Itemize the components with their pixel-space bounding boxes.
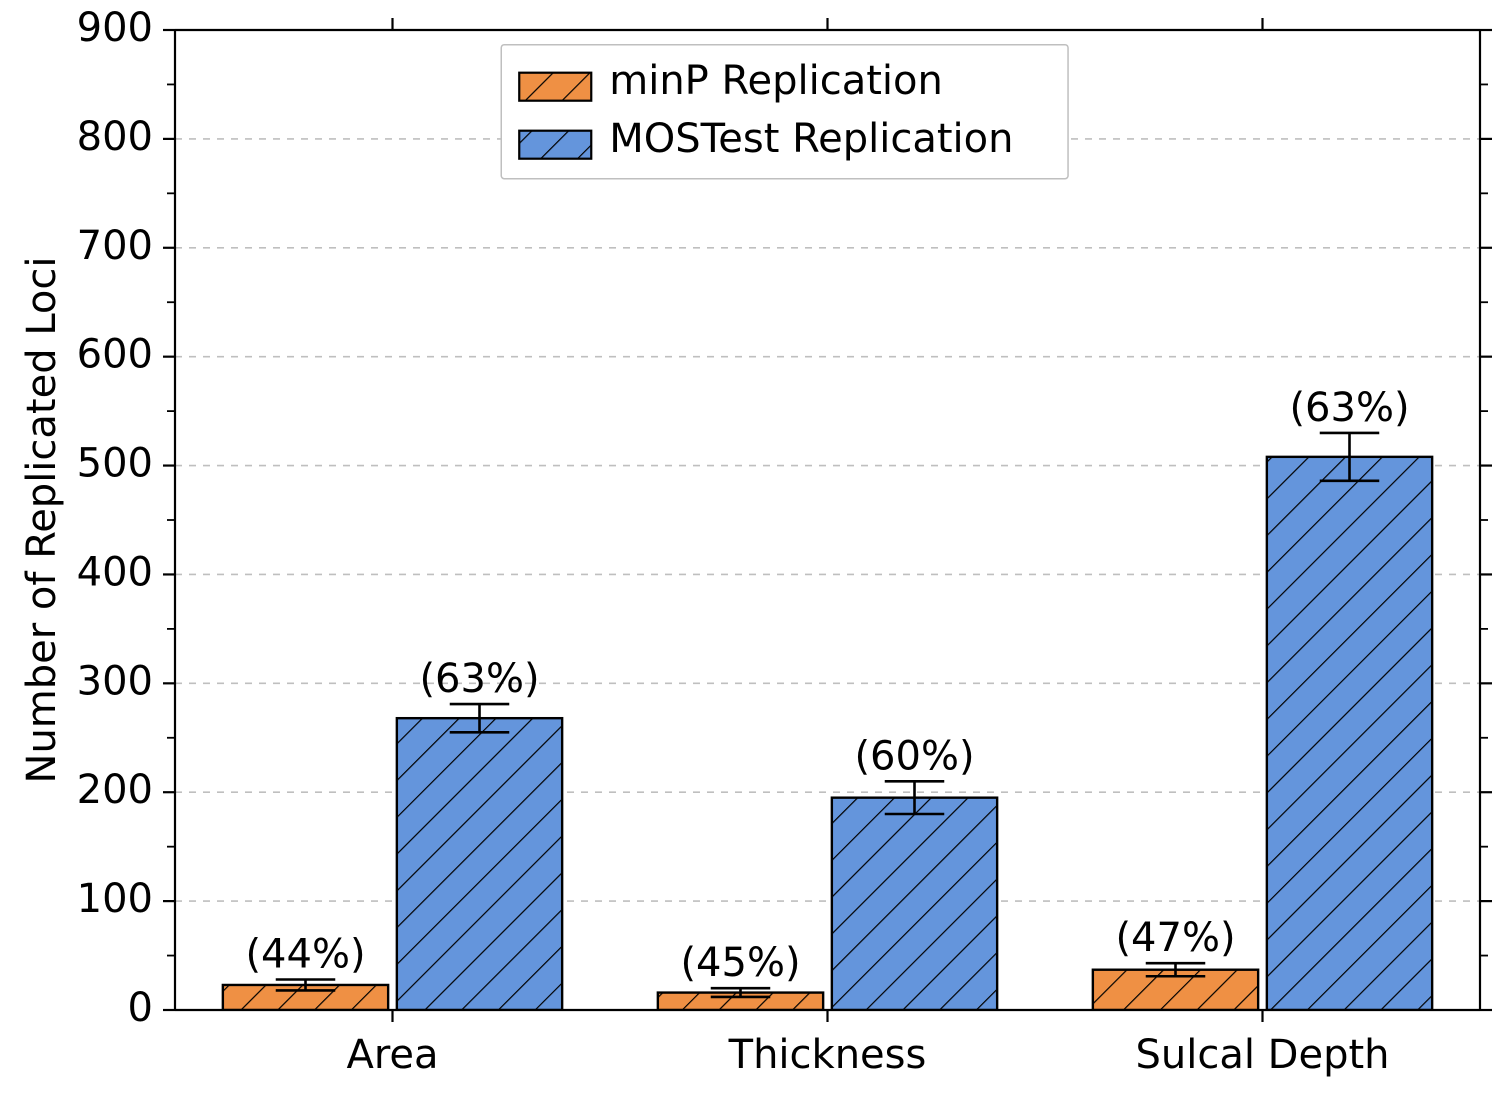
y-tick-label: 800 bbox=[77, 114, 153, 160]
bar-chart: (44%) (63%) (45%) (60%) (47%) (63%) 0 100 200 300… bbox=[0, 0, 1500, 1101]
y-tick-label: 700 bbox=[77, 223, 153, 269]
x-tick-label: Sulcal Depth bbox=[1135, 1032, 1389, 1078]
bar-annotation: (44%) bbox=[245, 932, 365, 978]
y-tick-label: 400 bbox=[77, 549, 153, 595]
bar-annotation: (63%) bbox=[1289, 385, 1409, 431]
bar-annotation: (47%) bbox=[1115, 915, 1235, 961]
y-tick-label: 900 bbox=[77, 5, 153, 51]
y-tick-label: 0 bbox=[128, 985, 153, 1031]
bar-annotation: (45%) bbox=[680, 940, 800, 986]
y-tick-label: 300 bbox=[77, 658, 153, 704]
y-tick-label: 200 bbox=[77, 767, 153, 813]
bar-annotation: (63%) bbox=[419, 656, 539, 702]
bar-annotation: (60%) bbox=[854, 733, 974, 779]
x-tick-label: Thickness bbox=[728, 1032, 927, 1078]
y-tick-label: 600 bbox=[77, 332, 153, 378]
y-tick-label: 500 bbox=[77, 441, 153, 487]
y-tick-label: 100 bbox=[77, 876, 153, 922]
legend-item-label: MOSTest Replication bbox=[609, 116, 1013, 162]
legend: minP Replication MOSTest Replication bbox=[501, 45, 1068, 179]
legend-item-label: minP Replication bbox=[609, 58, 943, 104]
chart-container: (44%) (63%) (45%) (60%) (47%) (63%) 0 100 200 300… bbox=[0, 0, 1500, 1101]
x-tick-label: Area bbox=[346, 1032, 438, 1078]
y-axis-label: Number of Replicated Loci bbox=[19, 257, 65, 784]
